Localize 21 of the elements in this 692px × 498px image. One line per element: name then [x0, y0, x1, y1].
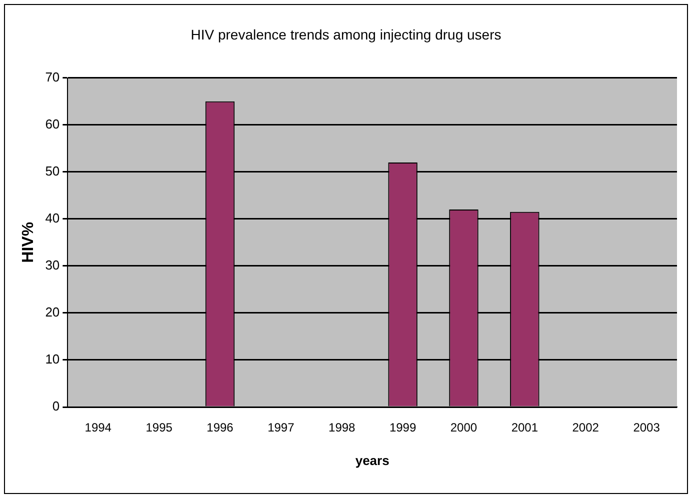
x-tick-label: 2003 — [633, 420, 660, 435]
y-axis-title: HIV% — [20, 222, 38, 263]
x-tick-label: 1998 — [328, 420, 356, 435]
y-tick-label: 40 — [45, 210, 60, 226]
x-tick-label: 1995 — [146, 420, 173, 435]
y-tick-label: 30 — [45, 257, 60, 272]
x-tick-label: 2002 — [572, 420, 600, 435]
x-tick-label: 2000 — [450, 420, 478, 435]
x-tick-label: 2001 — [511, 420, 538, 435]
y-tick-label: 10 — [45, 352, 60, 367]
y-tick-label: 20 — [45, 304, 60, 320]
x-tick-label: 1994 — [84, 420, 112, 435]
x-axis-title: years — [355, 452, 390, 468]
x-tick-label: 1997 — [268, 420, 295, 435]
y-tick-label: 60 — [45, 116, 60, 132]
y-tick-label: 70 — [45, 69, 60, 84]
y-tick-label: 0 — [52, 398, 60, 414]
y-tick-label: 50 — [45, 163, 60, 178]
chart-title: HIV prevalence trends among injecting drug users — [190, 26, 502, 42]
x-tick-label: 1999 — [389, 420, 416, 435]
x-tick-label: 1996 — [206, 420, 234, 435]
